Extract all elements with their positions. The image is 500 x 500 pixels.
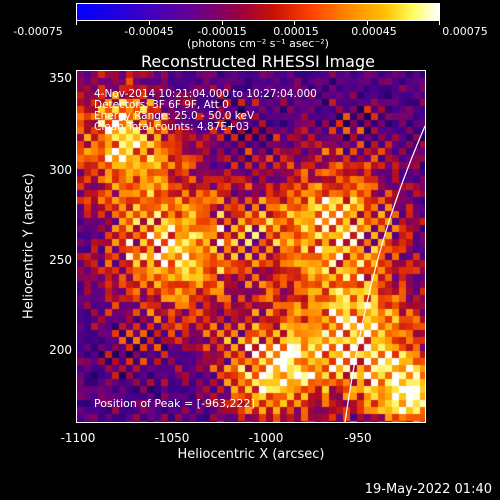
peak-position-annotation: Position of Peak = [-963,222] <box>94 397 255 410</box>
colorbar <box>76 3 440 21</box>
colorbar-tick-label: 0.00075 <box>442 25 488 38</box>
clean-counts-annotation: Clean Total counts: 4.87E+03 <box>94 121 250 133</box>
colorbar-tick-label: 0.00045 <box>351 25 397 38</box>
y-tick-label: 350 <box>49 71 72 85</box>
x-tick-label: -1100 <box>60 431 96 445</box>
x-tick-label: -1050 <box>154 431 190 445</box>
colorbar-tick-label: -0.00075 <box>13 25 63 38</box>
colorbar-tick-label: -0.00015 <box>197 25 247 38</box>
y-axis-label: Heliocentric Y (arcsec) <box>21 173 37 319</box>
y-tick-label: 250 <box>49 253 72 267</box>
x-axis-label: Heliocentric X (arcsec) <box>177 447 325 462</box>
y-tick-label: 300 <box>49 163 72 177</box>
detectors-annotation: Detectors: 3F 6F 9F, Att 0 <box>94 99 229 111</box>
rhessi-image-plot: 4-Nov-2014 10:21:04.000 to 10:27:04.000 … <box>76 70 426 423</box>
colorbar-tick <box>294 21 295 25</box>
solar-limb-line <box>344 125 425 422</box>
energy-range-annotation: Energy Range: 25.0 - 50.0 keV <box>94 110 255 122</box>
plot-title: Reconstructed RHESSI Image <box>141 52 375 71</box>
colorbar-tick <box>222 21 223 25</box>
colorbar-tick-label: 0.00015 <box>273 25 319 38</box>
solar-limb-overlay <box>344 125 425 422</box>
render-timestamp: 19-May-2022 01:40 <box>364 482 492 497</box>
colorbar-tick <box>149 21 150 25</box>
colorbar-tick <box>439 21 440 25</box>
rhessi-heatmap <box>77 71 425 422</box>
colorbar-tick <box>367 21 368 25</box>
time-range-annotation: 4-Nov-2014 10:21:04.000 to 10:27:04.000 <box>94 88 317 100</box>
y-tick-label: 200 <box>49 343 72 357</box>
x-tick-label: -950 <box>344 431 372 445</box>
colorbar-tick-label: -0.00045 <box>124 25 174 38</box>
colorbar-tick <box>76 21 77 25</box>
x-tick-label: -1000 <box>248 431 284 445</box>
colorbar-units: (photons cm⁻² s⁻¹ asec⁻²) <box>187 37 329 50</box>
